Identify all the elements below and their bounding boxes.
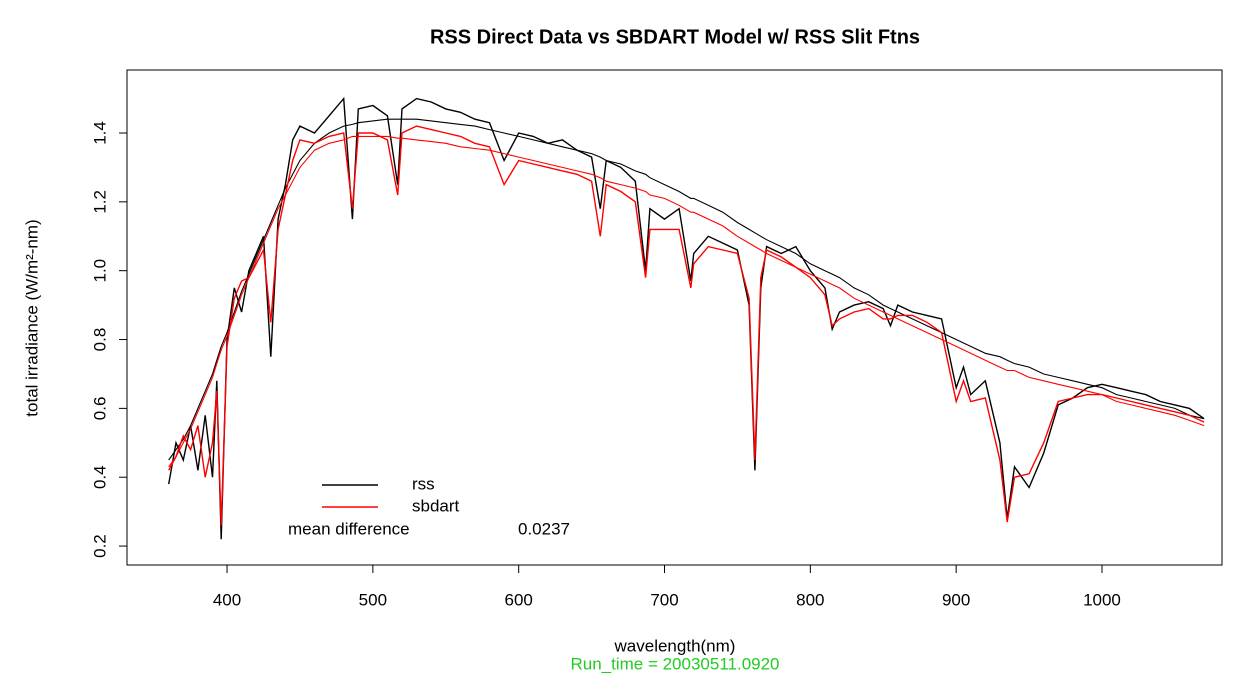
y-tick-label: 1.4 [90,121,109,145]
smooth-line [168,118,1205,461]
y-tick-label: 1.0 [90,259,109,283]
legend-label: rss [412,474,435,493]
x-tick-label: 1000 [1083,590,1121,609]
x-tick-label: 900 [942,590,970,609]
y-tick-label: 0.2 [90,534,109,558]
run-time-note: Run_time = 20030511.0920 [570,654,779,673]
data-line [168,96,1205,540]
data-line [168,125,1205,526]
chart-title: RSS Direct Data vs SBDART Model w/ RSS S… [430,26,920,48]
smooth-line [168,135,1205,468]
x-tick-label: 500 [359,590,387,609]
y-tick-label: 0.4 [90,465,109,489]
annotation-value: 0.0237 [518,519,570,538]
y-axis-label: total irradiance (W/m²-nm) [22,219,41,416]
x-tick-label: 700 [650,590,678,609]
y-tick-label: 1.2 [90,190,109,214]
y-tick-label: 0.6 [90,397,109,421]
y-tick-label: 0.8 [90,328,109,352]
legend-label: sbdart [412,496,460,515]
x-axis-label: wavelength(nm) [614,636,736,655]
x-tick-label: 800 [796,590,824,609]
x-tick-label: 600 [504,590,532,609]
plot-frame [126,69,1223,566]
x-tick-label: 400 [213,590,241,609]
annotation-label: mean difference [288,519,410,538]
